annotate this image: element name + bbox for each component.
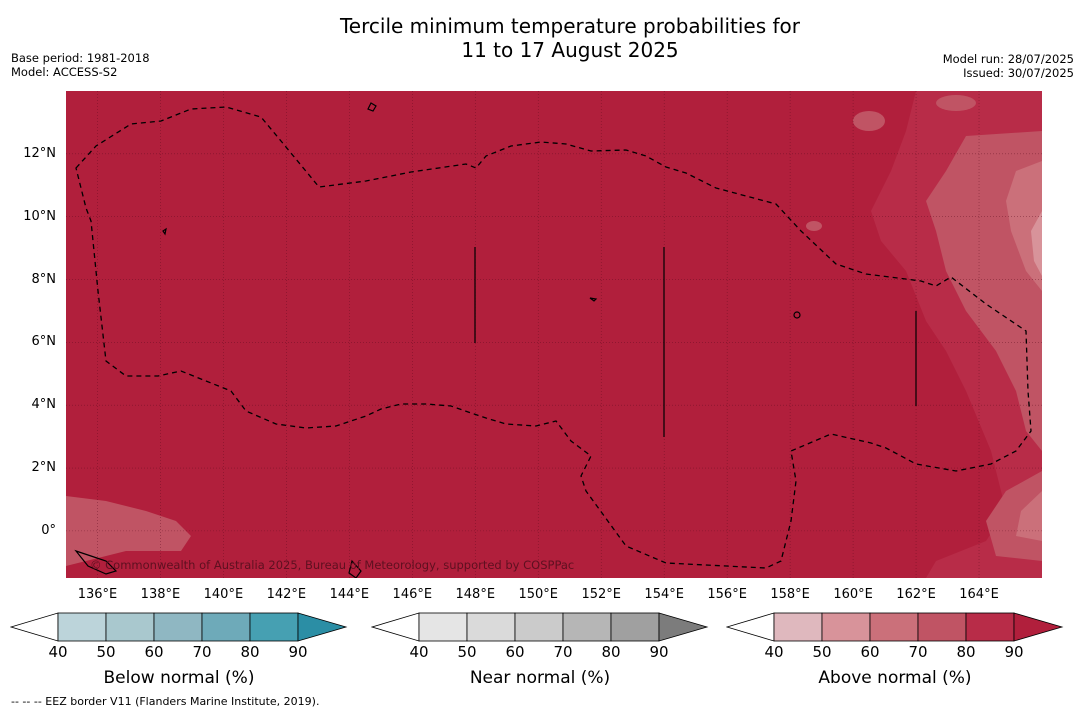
- colorbar-tick-label: 40: [48, 643, 68, 661]
- colorbar-lower-extension: [371, 612, 420, 642]
- colorbar-tick-label: 60: [860, 643, 880, 661]
- metadata-left: Base period: 1981-2018 Model: ACCESS-S2: [11, 51, 150, 79]
- contour-east-4: [1031, 211, 1042, 276]
- latitude-tick-label: 6°N: [31, 334, 57, 350]
- island-3: [589, 297, 598, 302]
- contour-regions: [66, 91, 1042, 578]
- colorbar-upper-extension: [1013, 612, 1064, 642]
- colorbar-tick-label: 40: [764, 643, 784, 661]
- colorbar-tick-label: 70: [192, 643, 212, 661]
- issued-text: Issued: 30/07/2025: [963, 66, 1074, 80]
- colorbar-tick-label: 50: [812, 643, 832, 661]
- colorbar-segment: [965, 612, 1015, 642]
- colorbar-segment: [466, 612, 516, 642]
- longitude-tick-label: 142°E: [266, 587, 307, 602]
- colorbar-segment: [249, 612, 299, 642]
- colorbar-tick-label: 90: [649, 643, 669, 661]
- longitude-tick-label: 144°E: [329, 587, 370, 602]
- longitude-tick-label: 162°E: [896, 587, 936, 602]
- colorbar-tick-label: 70: [553, 643, 573, 661]
- island-1: [367, 102, 377, 112]
- contour-blob-3: [806, 221, 822, 231]
- colorbar-tick-label: 60: [144, 643, 164, 661]
- longitude-tick-label: 136°E: [77, 587, 118, 602]
- colorbar-tick-label: 40: [409, 643, 429, 661]
- colorbar-tick-label: 80: [956, 643, 976, 661]
- colorbar-tick-label: 50: [457, 643, 477, 661]
- copyright-text: © Commonwealth of Australia 2025, Bureau…: [90, 558, 575, 572]
- longitude-tick-label: 146°E: [392, 587, 433, 602]
- colorbar-segment: [917, 612, 967, 642]
- longitude-tick-label: 140°E: [203, 587, 244, 602]
- longitude-tick-label: 160°E: [833, 587, 873, 602]
- colorbar-segment: [821, 612, 871, 642]
- colorbar-title-near: Near normal (%): [469, 668, 611, 688]
- map-svg: [66, 91, 1042, 578]
- colorbar-segment: [418, 612, 468, 642]
- longitude-tick-label: 138°E: [140, 587, 181, 602]
- colorbar-tick-label: 90: [1004, 643, 1024, 661]
- colorbar-segment: [153, 612, 203, 642]
- colorbar-title-below: Below normal (%): [103, 668, 255, 688]
- colorbar-below-normal: [10, 612, 348, 642]
- island-4: [793, 311, 801, 319]
- latitude-tick-label: 8°N: [31, 271, 57, 287]
- longitude-tick-label: 158°E: [770, 587, 810, 602]
- colorbar-tick-label: 80: [240, 643, 260, 661]
- island-2: [162, 227, 167, 236]
- colorbar-tick-label: 60: [505, 643, 525, 661]
- island-5: [74, 549, 118, 575]
- contour-southwest: [66, 496, 191, 566]
- title-line-1: Tercile minimum temperature probabilitie…: [339, 14, 801, 38]
- longitude-tick-label: 152°E: [581, 587, 621, 602]
- colorbar-near-normal: [371, 612, 709, 642]
- colorbar-segment: [514, 612, 564, 642]
- colorbar-segment: [610, 612, 660, 642]
- colorbar-segment: [105, 612, 155, 642]
- eez-border: [75, 106, 1032, 569]
- contour-blob-1: [853, 111, 885, 131]
- model-run-text: Model run: 28/07/2025: [942, 52, 1074, 66]
- colorbar-tick-label: 80: [601, 643, 621, 661]
- contour-east-3: [1006, 161, 1042, 291]
- island-features: [74, 102, 917, 578]
- colorbar-segment: [57, 612, 107, 642]
- colorbar-tick-label: 90: [288, 643, 308, 661]
- longitude-tick-label: 164°E: [959, 587, 999, 602]
- latitude-tick-label: 10°N: [23, 208, 56, 224]
- latitude-tick-label: 2°N: [31, 460, 57, 476]
- colorbar-upper-extension: [658, 612, 709, 642]
- colorbar-upper-extension: [297, 612, 348, 642]
- base-period-text: Base period: 1981-2018: [11, 51, 150, 65]
- colorbar-title-above: Above normal (%): [818, 668, 972, 688]
- colorbar-segment: [773, 612, 823, 642]
- colorbar-segment: [562, 612, 612, 642]
- colorbar-tick-label: 50: [96, 643, 116, 661]
- island-6: [348, 559, 362, 578]
- contour-blob-2: [936, 95, 976, 111]
- latitude-tick-label: 0°: [41, 522, 56, 538]
- title-line-2: 11 to 17 August 2025: [461, 38, 679, 62]
- footnote-eez: -- -- -- EEZ border V11 (Flanders Marine…: [11, 695, 320, 708]
- latitude-tick-label: 4°N: [31, 397, 57, 413]
- colorbar-lower-extension: [726, 612, 775, 642]
- chart-title: Tercile minimum temperature probabilitie…: [0, 14, 1085, 62]
- longitude-tick-label: 154°E: [644, 587, 684, 602]
- colorbar-lower-extension: [10, 612, 59, 642]
- longitude-tick-label: 156°E: [707, 587, 747, 602]
- contour-east-se: [986, 471, 1042, 561]
- model-text: Model: ACCESS-S2: [11, 65, 118, 79]
- probability-map: © Commonwealth of Australia 2025, Bureau…: [66, 91, 1042, 578]
- colorbar-tick-label: 70: [908, 643, 928, 661]
- longitude-tick-label: 148°E: [455, 587, 496, 602]
- latitude-tick-label: 12°N: [23, 145, 56, 161]
- contour-east-se-2: [1016, 491, 1042, 541]
- colorbar-segment: [201, 612, 251, 642]
- longitude-tick-label: 150°E: [518, 587, 559, 602]
- colorbar-above-normal: [726, 612, 1064, 642]
- metadata-right: Model run: 28/07/2025 Issued: 30/07/2025: [943, 52, 1074, 80]
- colorbar-segment: [869, 612, 919, 642]
